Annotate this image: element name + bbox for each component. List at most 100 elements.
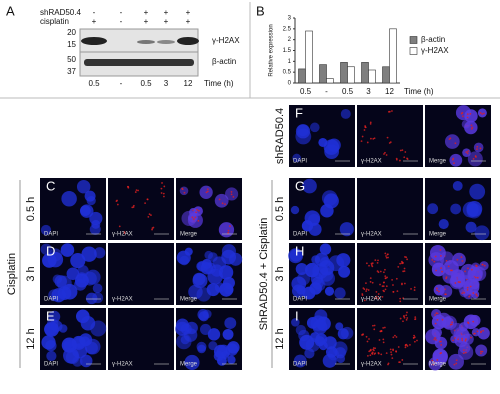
row-label: shRAD50.4 (40, 8, 81, 17)
bar (361, 62, 369, 84)
channel-label: DAPI (44, 297, 58, 303)
sign: + (164, 8, 169, 17)
sign: - (93, 8, 96, 17)
nucleus (207, 328, 221, 341)
bar (326, 78, 334, 84)
band-label: γ-H2AX (212, 36, 240, 45)
nucleus (183, 328, 198, 342)
foci (230, 193, 233, 196)
foci (366, 354, 369, 357)
foci (373, 297, 376, 300)
foci (451, 321, 454, 324)
row-label: 3 h (25, 266, 37, 281)
nucleus (473, 142, 484, 153)
panel-letter: C (46, 178, 55, 193)
foci (379, 270, 382, 273)
foci (431, 258, 434, 261)
foci (218, 198, 221, 201)
foci (378, 339, 381, 341)
foci (476, 294, 478, 297)
lane-label: 12 (184, 79, 193, 88)
nucleus (295, 124, 311, 139)
foci (456, 258, 459, 261)
nucleus (92, 292, 104, 304)
foci (465, 151, 468, 153)
bar (305, 30, 313, 84)
foci (232, 196, 235, 198)
nucleus (449, 274, 465, 290)
foci (385, 352, 388, 355)
foci (399, 317, 402, 320)
foci (385, 256, 388, 259)
foci (365, 290, 368, 292)
foci (374, 347, 377, 350)
nucleus (40, 243, 52, 255)
nucleus (63, 347, 79, 364)
x-axis-label: Time (h) (404, 87, 434, 96)
nucleus (221, 249, 237, 265)
nucleus (46, 350, 57, 362)
nucleus (61, 190, 77, 207)
row-label: cisplatin (40, 17, 69, 26)
panel-letter: D (46, 243, 55, 258)
foci (230, 191, 233, 193)
foci (380, 330, 382, 333)
foci (464, 270, 466, 273)
foci (368, 338, 370, 340)
foci (434, 322, 437, 325)
nucleus (94, 247, 106, 259)
foci (435, 339, 438, 341)
foci (118, 225, 121, 228)
foci (379, 283, 381, 286)
nucleus (80, 204, 94, 218)
foci (476, 330, 479, 333)
bar (298, 68, 306, 84)
foci (370, 262, 373, 265)
nucleus (433, 284, 445, 296)
foci (387, 362, 390, 365)
nucleus (290, 205, 300, 215)
foci (401, 283, 403, 286)
row-label: shRAD50.4 (274, 108, 286, 164)
nucleus (464, 120, 478, 135)
channel-label: γ-H2AX (112, 232, 133, 238)
nucleus (207, 268, 223, 285)
channel-label: γ-H2AX (361, 362, 382, 368)
foci (365, 282, 367, 285)
foci (135, 189, 138, 192)
foci (481, 350, 484, 353)
nucleus (81, 246, 97, 262)
foci (466, 286, 469, 289)
nucleus (324, 286, 335, 296)
bar (340, 62, 348, 84)
mw-marker: 37 (67, 67, 76, 76)
foci (395, 277, 398, 280)
panel-letter: A (6, 3, 15, 18)
channel-label: γ-H2AX (361, 297, 382, 303)
nucleus (76, 179, 91, 194)
foci (453, 162, 455, 165)
foci (405, 318, 408, 321)
row-label: 12 h (274, 328, 286, 349)
nucleus (427, 203, 439, 215)
foci (227, 229, 230, 232)
foci (392, 284, 394, 286)
nucleus (48, 248, 62, 262)
foci (377, 259, 379, 262)
band (84, 59, 194, 66)
nucleus (302, 178, 317, 194)
foci (403, 156, 406, 159)
foci (373, 324, 376, 327)
foci (399, 300, 402, 303)
bar (347, 66, 355, 84)
foci (479, 331, 482, 334)
foci (463, 291, 466, 294)
band (81, 37, 107, 45)
foci (472, 320, 475, 323)
foci (460, 256, 463, 259)
micrograph (357, 105, 423, 167)
foci (161, 182, 163, 184)
foci (383, 326, 386, 329)
foci (372, 347, 375, 349)
nucleus (314, 336, 326, 347)
